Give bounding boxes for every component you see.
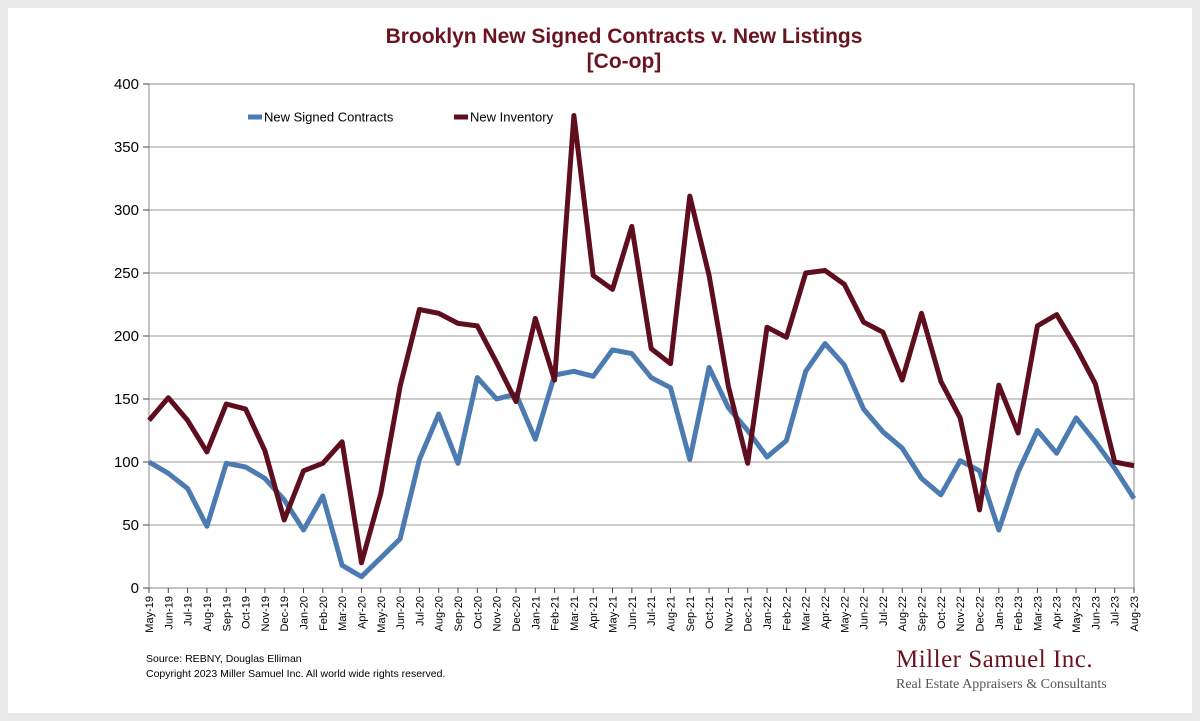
- x-tick-label: Jul-23: [1110, 596, 1122, 626]
- chart-title: Brooklyn New Signed Contracts v. New Lis…: [385, 25, 863, 48]
- y-tick-label: 200: [114, 328, 139, 345]
- x-tick-label: Sep-20: [453, 596, 465, 631]
- x-tick-label: Jun-22: [859, 596, 871, 630]
- x-tick-label: Apr-20: [356, 596, 368, 629]
- x-tick-label: Feb-21: [550, 596, 562, 631]
- legend-label: New Inventory: [470, 110, 554, 125]
- series-line-new-inventory: [147, 113, 1135, 566]
- legend-label: New Signed Contracts: [264, 110, 394, 125]
- x-tick-label: Dec-19: [279, 596, 291, 631]
- x-tick-label: Mar-20: [337, 596, 349, 631]
- chart-title-block: Brooklyn New Signed Contracts v. New Lis…: [0, 24, 1200, 74]
- x-tick-label: Aug-20: [434, 596, 446, 631]
- x-tick-label: Dec-20: [511, 596, 523, 631]
- x-tick-label: Oct-20: [472, 596, 484, 629]
- y-tick-label: 400: [114, 76, 139, 93]
- y-tick-label: 150: [114, 391, 139, 408]
- legend: New Signed Contracts New Inventory: [248, 110, 554, 125]
- x-tick-label: Feb-20: [318, 596, 330, 631]
- source-note: Source: REBNY, Douglas Elliman Copyright…: [146, 652, 445, 682]
- x-tick-label: Jul-22: [878, 596, 890, 626]
- x-tick-label: Jun-20: [395, 596, 407, 630]
- x-tick-label: May-21: [608, 596, 620, 633]
- x-tick-label: Jul-21: [646, 596, 658, 626]
- x-tick-label: Jan-20: [299, 596, 311, 630]
- brand-logo: Miller Samuel Inc. Real Estate Appraiser…: [896, 646, 1142, 695]
- x-tick-label: Aug-19: [202, 596, 214, 631]
- x-tick-label: Oct-19: [241, 596, 253, 629]
- x-tick-label: Jan-22: [762, 596, 774, 630]
- y-tick-label: 100: [114, 454, 139, 471]
- x-tick-label: Aug-23: [1129, 596, 1141, 631]
- source-line: Source: REBNY, Douglas Elliman: [146, 653, 302, 665]
- x-tick-label: Jun-21: [627, 596, 639, 630]
- x-tick-label: Mar-23: [1032, 596, 1044, 631]
- brand-name: Miller Samuel Inc.: [896, 646, 1094, 673]
- x-tick-label: Aug-21: [665, 596, 677, 631]
- y-tick-label: 300: [114, 202, 139, 219]
- x-tick-label: Nov-21: [723, 596, 735, 631]
- x-tick-label: May-23: [1071, 596, 1083, 633]
- x-tick-label: Nov-20: [492, 596, 504, 631]
- brand-tagline: Real Estate Appraisers & Consultants: [896, 677, 1107, 692]
- x-tick-label: Nov-22: [955, 596, 967, 631]
- x-tick-label: Apr-22: [820, 596, 832, 629]
- x-axis: May-19 Jun-19 Jul-19 Aug-19 Sep-19 Oct-19 Nov-…: [144, 588, 1141, 633]
- x-tick-label: May-22: [839, 596, 851, 633]
- x-tick-label: Jul-20: [414, 596, 426, 626]
- x-tick-label: Aug-22: [897, 596, 909, 631]
- copyright-line: Copyright 2023 Miller Samuel Inc. All wo…: [146, 668, 446, 680]
- x-tick-label: Jan-23: [994, 596, 1006, 630]
- x-tick-label: Feb-22: [781, 596, 793, 631]
- x-tick-label: Oct-22: [936, 596, 948, 629]
- x-tick-label: Mar-21: [569, 596, 581, 631]
- x-tick-label: Oct-21: [704, 596, 716, 629]
- chart-subtitle: [Co-op]: [586, 50, 662, 73]
- x-tick-label: Mar-22: [801, 596, 813, 631]
- x-tick-label: Dec-21: [743, 596, 755, 631]
- x-tick-label: Sep-21: [685, 596, 697, 631]
- x-tick-label: Apr-21: [588, 596, 600, 629]
- y-tick-label: 0: [131, 580, 139, 597]
- y-axis: 0 50 100 150 200 250 300 350 400: [114, 76, 149, 597]
- x-tick-label: Jun-19: [163, 596, 175, 630]
- x-tick-label: Sep-22: [917, 596, 929, 631]
- x-tick-label: Jul-19: [183, 596, 195, 626]
- x-tick-label: Dec-22: [974, 596, 986, 631]
- x-tick-label: Apr-23: [1052, 596, 1064, 629]
- x-tick-label: Sep-19: [221, 596, 233, 631]
- x-tick-label: Feb-23: [1013, 596, 1025, 631]
- x-tick-label: May-19: [144, 596, 156, 633]
- series-lines: [147, 113, 1137, 580]
- x-tick-label: May-20: [376, 596, 388, 633]
- x-tick-label: Jun-23: [1090, 596, 1102, 630]
- y-tick-label: 250: [114, 265, 139, 282]
- y-tick-label: 350: [114, 139, 139, 156]
- x-tick-label: Nov-19: [260, 596, 272, 631]
- y-tick-label: 50: [122, 517, 139, 534]
- x-tick-label: Jan-21: [530, 596, 542, 630]
